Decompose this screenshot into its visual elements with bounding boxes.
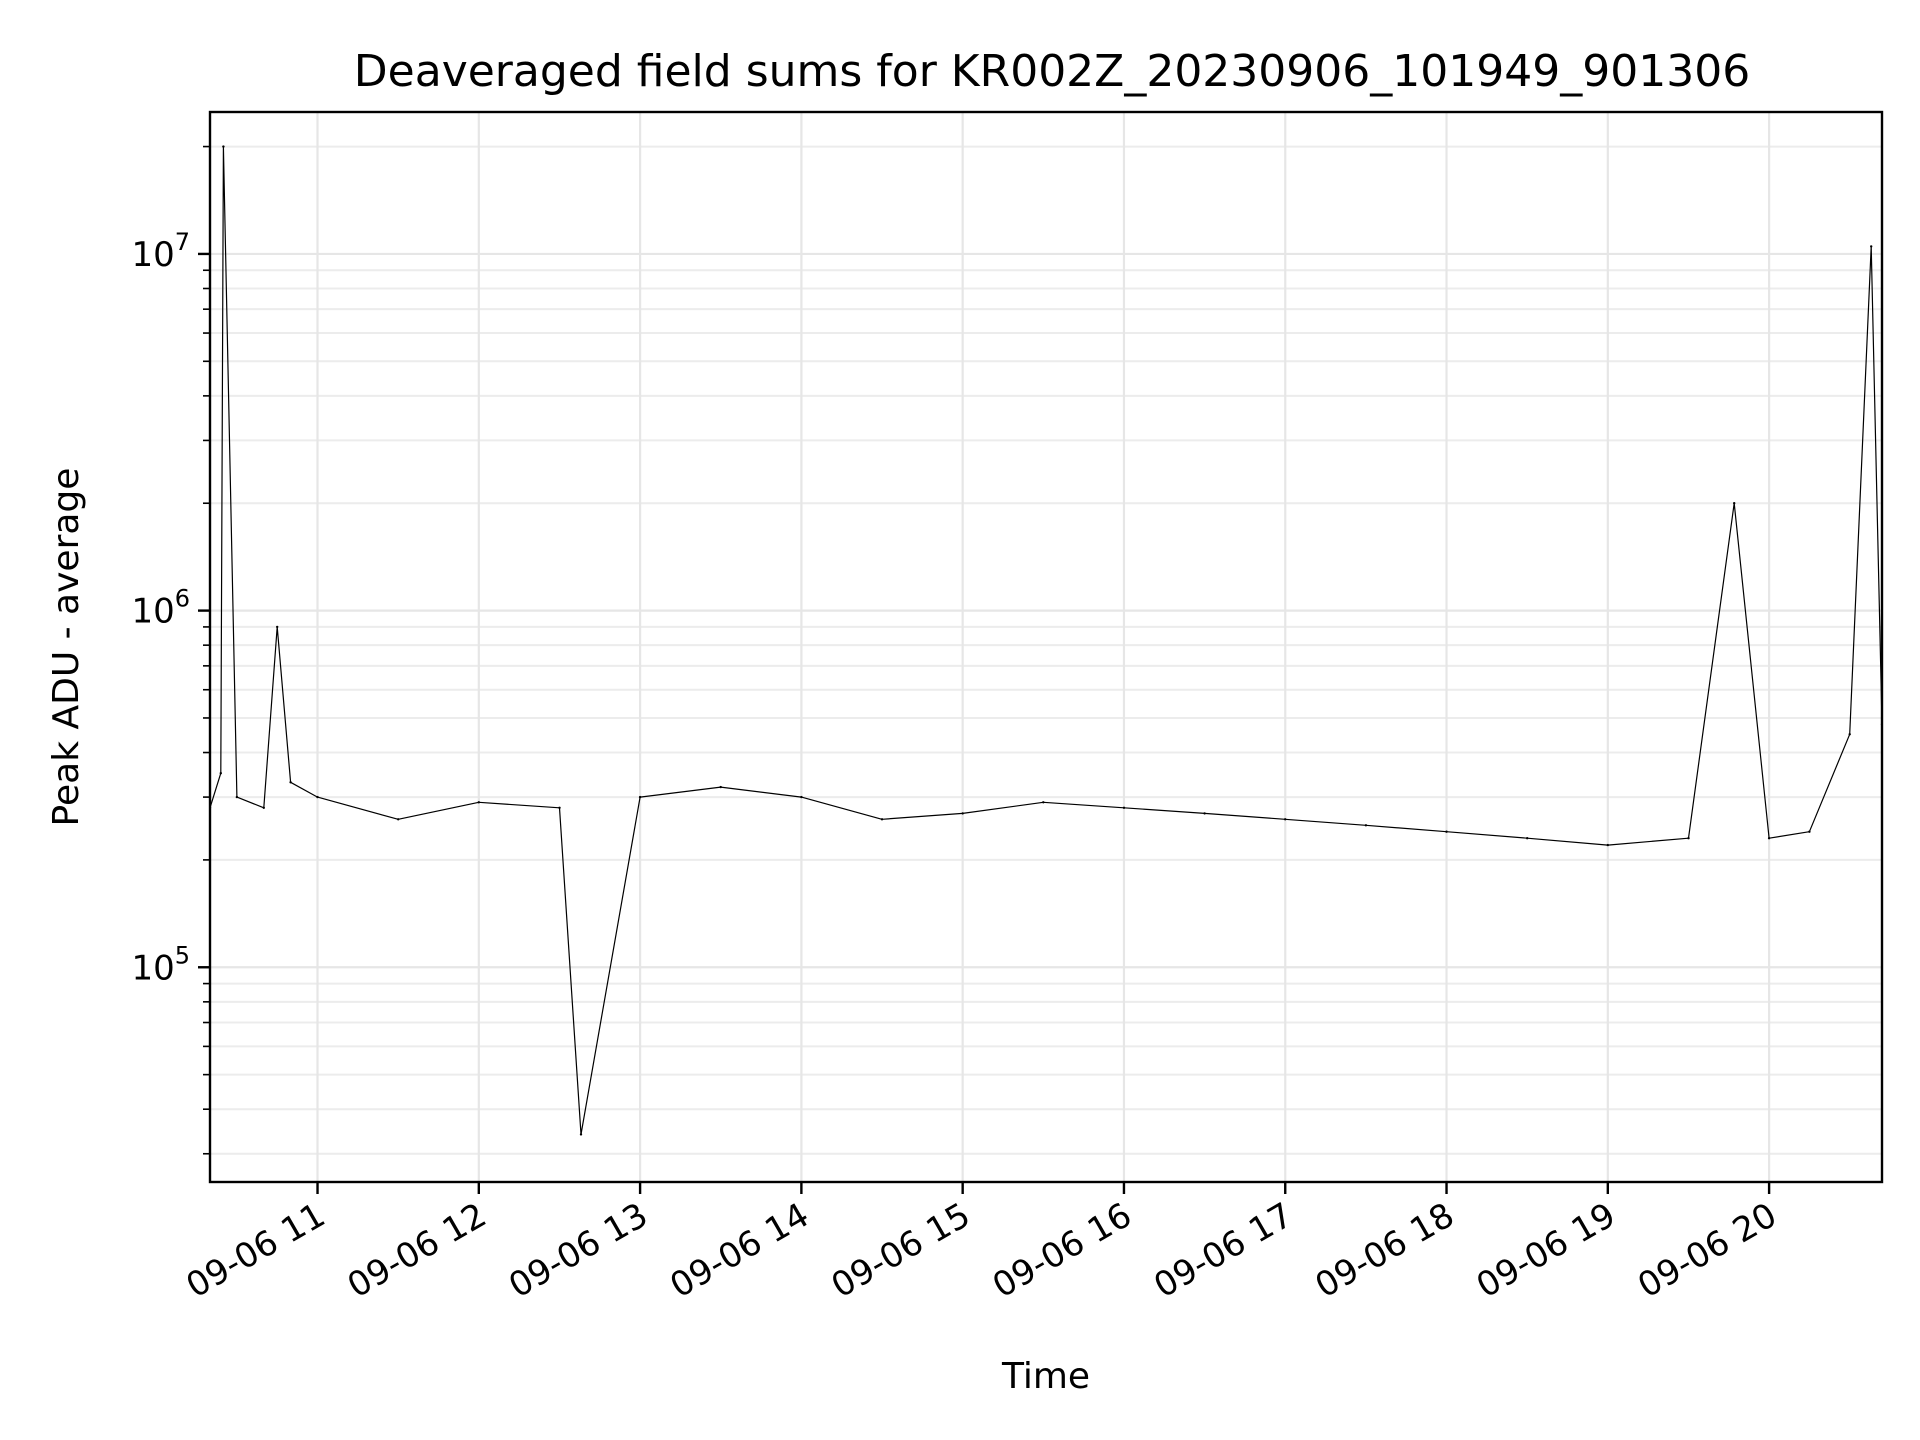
data-point [1445,830,1448,833]
data-point [800,795,803,799]
data-point [316,795,319,799]
x-tick-label: 09-06 18 [1309,1195,1461,1306]
x-tick-label: 09-06 16 [986,1195,1138,1306]
data-point [1733,502,1736,505]
data-point [638,795,642,799]
data-point [222,145,225,148]
data-point [558,806,561,809]
data-point [397,818,400,821]
series-line [210,146,1882,1136]
data-point [1848,733,1851,736]
data-point [719,785,722,789]
y-tick-label: 107 [131,228,190,275]
data-point [219,772,222,775]
plot-area-frame [208,110,1884,1184]
data-point [477,801,480,804]
x-tick-label: 09-06 15 [825,1195,977,1306]
x-tick-label: 09-06 20 [1631,1195,1783,1306]
data-point [579,1133,583,1136]
data-point [1042,801,1045,804]
x-tick-label: 09-06 14 [663,1195,815,1306]
x-axis-label: Time [1001,1356,1090,1397]
grid [210,112,1882,1182]
data-point [1870,245,1873,248]
data-point [235,795,239,799]
data-point [1122,806,1126,809]
data-point [1364,824,1368,827]
data-point [1284,818,1287,821]
x-tick-label: 09-06 11 [180,1195,332,1306]
x-tick-label: 09-06 19 [1470,1195,1622,1306]
data-point [1767,837,1771,840]
chart-title: Deaveraged field sums for KR002Z_2023090… [354,46,1750,97]
data-point [1526,837,1529,840]
x-tick-label: 09-06 17 [1147,1195,1299,1306]
data-point [961,812,964,815]
y-axis: 105 106 107 [131,145,210,1155]
data-point [1606,843,1610,847]
data-point [1687,837,1690,840]
y-tick-label: 105 [131,941,190,988]
series-layer [210,145,1882,1136]
data-point [1203,812,1206,815]
data-point [1808,830,1811,833]
y-axis-label: Peak ADU - average [46,468,87,827]
data-point [880,818,884,821]
data-point [262,806,265,809]
x-tick-label: 09-06 13 [502,1195,654,1306]
x-tick-label: 09-06 12 [341,1195,493,1306]
data-point [289,781,292,784]
y-tick-label: 106 [131,585,190,632]
data-point [276,625,279,629]
x-axis: 09-06 11 09-06 12 09-06 13 09-06 14 09-06 15… [180,1182,1784,1306]
